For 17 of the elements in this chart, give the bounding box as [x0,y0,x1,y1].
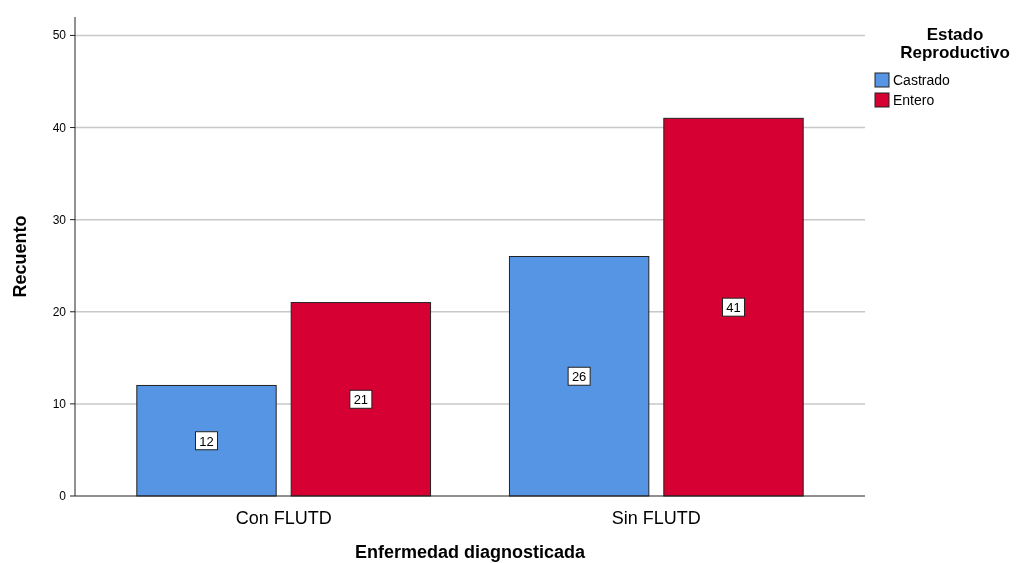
legend-label: Entero [893,92,935,108]
x-tick-label: Con FLUTD [235,508,332,528]
x-tick-label: Sin FLUTD [611,508,701,528]
y-tick-label: 30 [52,212,67,227]
data-label: 12 [199,433,214,449]
y-tick-label: 0 [59,489,67,503]
y-axis-title: Recuento [10,215,30,298]
x-axis-title: Enfermedad diagnosticada [354,542,587,562]
data-label: 26 [571,369,587,385]
data-label: 21 [353,392,369,408]
legend-title: Estado Reproductivo [900,25,1010,62]
y-tick-label: 40 [52,120,67,135]
y-tick-label: 10 [52,396,67,411]
y-tick-label: 50 [52,28,67,43]
legend-label: Castrado [893,72,951,88]
y-tick-label: 20 [52,304,67,319]
data-label: 41 [726,300,741,316]
